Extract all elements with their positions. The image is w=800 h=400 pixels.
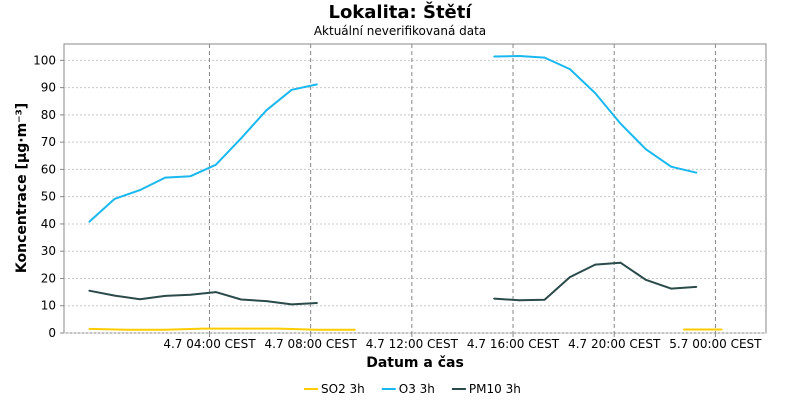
data-point-pm10-3h [290, 303, 293, 306]
data-point-so2-3h [88, 328, 91, 330]
series-lines [88, 55, 723, 331]
grid [64, 44, 766, 334]
x-tick-label: 5.7 00:00 CEST [669, 337, 762, 351]
plot-area [63, 43, 767, 334]
y-tick-label: 100 [33, 53, 56, 67]
data-point-o3-3h [189, 175, 192, 178]
data-point-pm10-3h [88, 289, 91, 292]
data-point-o3-3h [113, 198, 116, 200]
legend-label: PM10 3h [469, 382, 521, 396]
data-point-pm10-3h [265, 300, 268, 302]
data-point-pm10-3h [569, 276, 571, 278]
data-point-pm10-3h [164, 295, 167, 297]
data-point-pm10-3h [316, 302, 318, 304]
data-point-o3-3h [265, 109, 268, 112]
chart-subtitle: Aktuální neverifikovaná data [314, 24, 486, 38]
data-point-pm10-3h [113, 294, 116, 297]
y-tick-label: 80 [41, 108, 56, 122]
x-tick-label: 4.7 16:00 CEST [467, 337, 560, 351]
data-point-o3-3h [644, 148, 647, 151]
y-tick-label: 60 [41, 162, 56, 176]
data-point-o3-3h [139, 189, 141, 192]
legend: SO2 3h O3 3h PM10 3h [304, 382, 521, 396]
data-point-so2-3h [126, 328, 129, 331]
y-tick-label: 0 [48, 326, 56, 340]
data-point-o3-3h [670, 165, 672, 168]
data-point-o3-3h [594, 92, 597, 94]
data-point-pm10-3h [695, 286, 698, 288]
y-tick-label: 40 [41, 217, 56, 231]
legend-item-so2-3h: SO2 3h [304, 382, 365, 396]
data-point-o3-3h [695, 171, 698, 174]
chart-title: Lokalita: Štětí [328, 1, 472, 23]
series-line-so2-3h [89, 327, 355, 331]
legend-item-o3-3h: O3 3h [381, 382, 435, 396]
data-point-so2-3h [202, 327, 205, 330]
data-point-o3-3h [619, 122, 622, 125]
data-point-so2-3h [682, 328, 685, 331]
data-point-so2-3h [240, 327, 243, 330]
data-point-pm10-3h [594, 263, 597, 266]
data-point-so2-3h [278, 327, 280, 330]
data-point-pm10-3h [518, 299, 521, 302]
x-axis-label: Datum a čas [366, 355, 464, 371]
data-point-o3-3h [214, 163, 217, 166]
data-point-pm10-3h [189, 293, 192, 296]
x-tick-label: 4.7 20:00 CEST [568, 337, 661, 351]
data-point-o3-3h [543, 56, 546, 59]
y-ticks: 0 10 20 30 40 50 60 70 80 90 100 [33, 53, 64, 340]
data-point-o3-3h [518, 55, 521, 57]
y-axis-label: Koncentrace [µg·m⁻³] [14, 103, 30, 273]
data-point-pm10-3h [240, 298, 243, 301]
data-point-o3-3h [569, 68, 571, 70]
legend-label: O3 3h [399, 382, 435, 396]
x-ticks: 4.7 04:00 CEST 4.7 08:00 CEST 4.7 12:00 CE… [163, 333, 762, 351]
data-point-pm10-3h [644, 278, 647, 281]
data-point-pm10-3h [619, 261, 622, 264]
series-line-o3-3h [88, 83, 318, 223]
x-tick-label: 4.7 04:00 CEST [163, 337, 256, 351]
y-tick-label: 20 [41, 271, 56, 285]
data-point-pm10-3h [214, 291, 217, 293]
data-point-so2-3h [354, 328, 356, 331]
legend-label: SO2 3h [321, 382, 365, 396]
data-point-so2-3h [164, 328, 167, 331]
data-point-so2-3h [316, 328, 318, 331]
data-point-pm10-3h [543, 298, 546, 301]
data-point-pm10-3h [493, 297, 495, 300]
data-point-pm10-3h [670, 287, 672, 290]
y-tick-label: 10 [41, 299, 56, 313]
x-tick-label: 4.7 08:00 CEST [265, 337, 358, 351]
series-line-pm10-3h [89, 289, 318, 306]
data-point-o3-3h [164, 176, 167, 179]
y-tick-label: 90 [41, 81, 56, 95]
y-tick-label: 70 [41, 135, 56, 149]
data-point-pm10-3h [139, 298, 141, 301]
data-point-o3-3h [493, 55, 495, 58]
x-tick-label: 4.7 12:00 CEST [366, 337, 459, 351]
legend-item-pm10-3h: PM10 3h [451, 382, 521, 396]
data-point-so2-3h [720, 328, 723, 331]
y-tick-label: 50 [41, 190, 56, 204]
data-point-o3-3h [290, 88, 293, 91]
data-point-o3-3h [88, 220, 91, 223]
data-point-o3-3h [316, 83, 318, 86]
data-point-o3-3h [240, 137, 243, 140]
y-tick-label: 30 [41, 244, 56, 258]
